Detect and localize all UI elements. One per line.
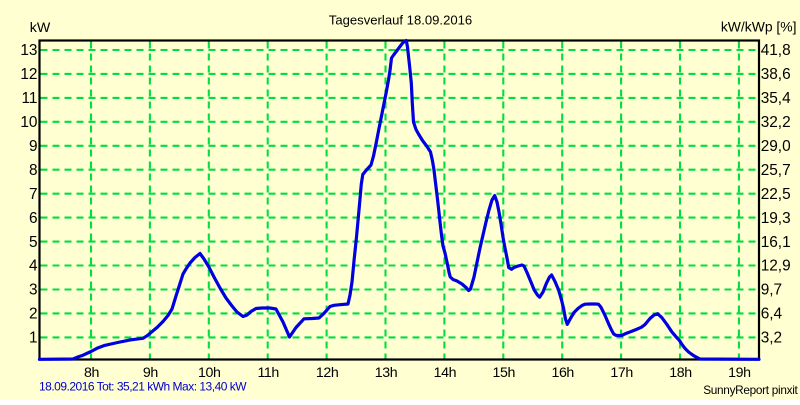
svg-text:kW/kWp [%]: kW/kWp [%] <box>721 19 797 35</box>
svg-text:6,4: 6,4 <box>761 306 783 323</box>
svg-text:10: 10 <box>20 114 37 131</box>
svg-text:17h: 17h <box>610 365 632 381</box>
svg-text:8h: 8h <box>84 365 99 381</box>
svg-text:3: 3 <box>29 282 38 299</box>
svg-text:15h: 15h <box>493 365 515 381</box>
svg-text:kW: kW <box>30 20 51 36</box>
svg-text:22,5: 22,5 <box>761 186 791 203</box>
svg-text:18.09.2016 Tot: 35,21 kWh Max:: 18.09.2016 Tot: 35,21 kWh Max: 13,40 kW <box>39 380 247 394</box>
svg-text:16,1: 16,1 <box>761 234 791 251</box>
svg-text:14h: 14h <box>434 365 456 381</box>
svg-text:SunnyReport pinxit: SunnyReport pinxit <box>703 383 798 397</box>
svg-text:12: 12 <box>20 66 37 83</box>
svg-text:10h: 10h <box>198 365 220 381</box>
svg-text:Tagesverlauf 18.09.2016: Tagesverlauf 18.09.2016 <box>329 12 472 27</box>
svg-text:12,9: 12,9 <box>761 258 791 275</box>
svg-text:5: 5 <box>29 234 38 251</box>
svg-text:4: 4 <box>29 258 38 275</box>
svg-text:7: 7 <box>29 186 38 203</box>
svg-text:13: 13 <box>20 42 37 59</box>
svg-text:32,2: 32,2 <box>761 114 791 131</box>
svg-text:19h: 19h <box>728 365 750 381</box>
svg-text:8: 8 <box>29 162 38 179</box>
svg-text:11h: 11h <box>257 365 278 381</box>
svg-text:25,7: 25,7 <box>761 162 791 179</box>
svg-text:19,3: 19,3 <box>761 210 791 227</box>
svg-text:29,0: 29,0 <box>761 138 791 155</box>
svg-text:16h: 16h <box>551 365 573 381</box>
svg-text:1: 1 <box>29 330 38 347</box>
svg-text:9h: 9h <box>143 365 158 381</box>
svg-text:12h: 12h <box>316 365 338 381</box>
svg-text:13h: 13h <box>375 365 397 381</box>
svg-text:3,2: 3,2 <box>761 330 782 347</box>
svg-text:11: 11 <box>22 90 38 107</box>
svg-text:38,6: 38,6 <box>761 66 791 83</box>
svg-text:9: 9 <box>29 138 38 155</box>
svg-text:6: 6 <box>29 210 38 227</box>
svg-text:18h: 18h <box>669 365 691 381</box>
svg-text:9,7: 9,7 <box>761 282 782 299</box>
svg-text:35,4: 35,4 <box>761 90 791 107</box>
svg-text:2: 2 <box>29 306 38 323</box>
svg-text:41,8: 41,8 <box>761 42 791 59</box>
